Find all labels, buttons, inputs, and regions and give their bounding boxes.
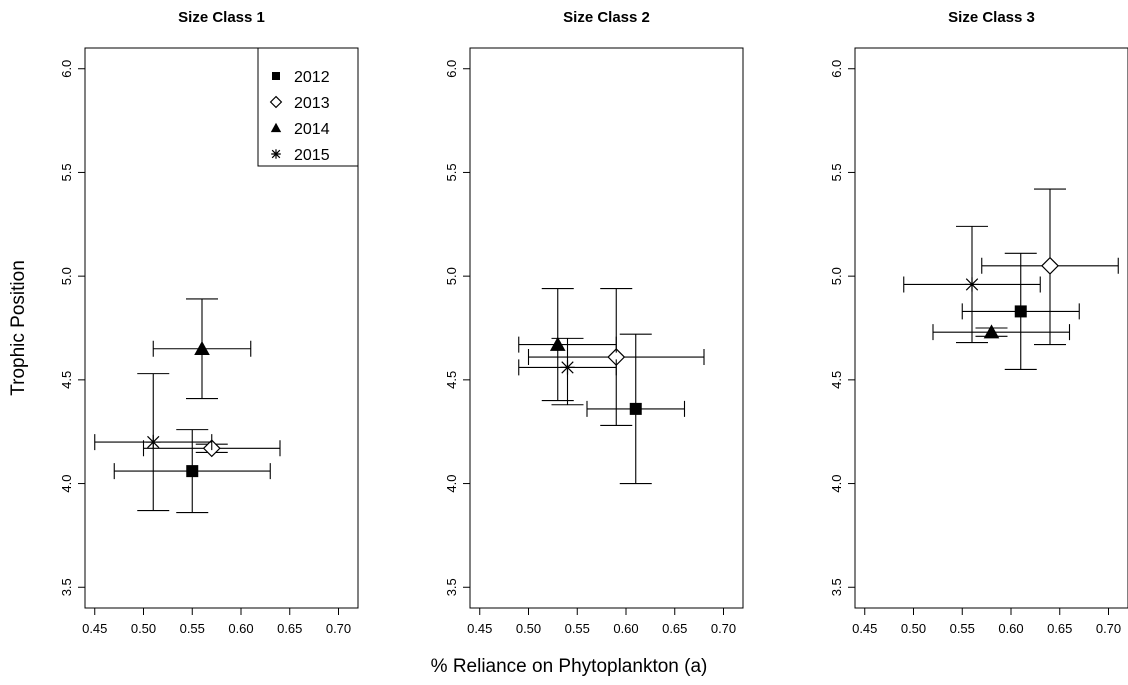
x-tick-label: 0.50 (901, 621, 926, 636)
series-2012-point (186, 465, 199, 478)
x-tick-label: 0.45 (82, 621, 107, 636)
x-tick-label: 0.65 (1047, 621, 1072, 636)
y-tick-label: 3.5 (59, 578, 74, 596)
series-2014-point (549, 336, 566, 351)
y-tick-label: 4.0 (829, 475, 844, 493)
x-tick-label: 0.55 (950, 621, 975, 636)
chart-panel-1: Size Class 1 0.45 0.50 0.55 0.60 0.65 0.70 3.5 4… (59, 9, 359, 636)
series-2015-point (560, 360, 575, 375)
legend-box (257, 47, 359, 167)
panel-title: Size Class 1 (178, 9, 265, 26)
x-tick-label: 0.50 (131, 621, 156, 636)
plot-frame (854, 47, 1128, 609)
series-2012-point (1014, 305, 1027, 318)
x-tick-label: 0.70 (326, 621, 351, 636)
legend-label-2012: 2012 (294, 69, 330, 86)
y-tick-label: 4.0 (444, 475, 459, 493)
series-2015-point (964, 277, 980, 292)
y-tick-label: 3.5 (444, 578, 459, 596)
chart-panel-2: Size Class 2 0.45 0.50 0.55 0.60 0.65 0.70 3.5 4… (444, 9, 744, 636)
y-tick-label: 5.5 (829, 163, 844, 181)
series-2012-point (629, 402, 642, 415)
x-tick-label: 0.55 (565, 621, 590, 636)
y-tick-label: 5.0 (59, 267, 74, 285)
x-tick-label: 0.70 (1096, 621, 1121, 636)
y-tick-label: 6.0 (59, 60, 74, 78)
legend-label-2014: 2014 (294, 121, 330, 138)
series-2015-point (146, 434, 161, 450)
panel-title: Size Class 3 (948, 9, 1035, 26)
x-tick-label: 0.65 (277, 621, 302, 636)
legend-marker-2012 (272, 72, 280, 80)
series-2014-x-errorbar (932, 324, 1071, 341)
series-2013-point (1041, 256, 1059, 275)
y-tick-label: 5.0 (444, 267, 459, 285)
legend-marker-2015 (271, 149, 281, 159)
y-tick-label: 5.0 (829, 267, 844, 285)
plot-frame (84, 47, 359, 609)
y-tick-label: 4.0 (59, 475, 74, 493)
x-tick-label: 0.60 (228, 621, 253, 636)
x-tick-label: 0.45 (467, 621, 492, 636)
x-tick-label: 0.60 (613, 621, 638, 636)
x-axis-title: % Reliance on Phytoplankton (a) (431, 656, 708, 677)
x-tick-label: 0.60 (998, 621, 1023, 636)
plot-frame (469, 47, 744, 609)
y-tick-label: 6.0 (829, 60, 844, 78)
x-tick-label: 0.65 (662, 621, 687, 636)
x-tick-label: 0.45 (852, 621, 877, 636)
legend-label-2015: 2015 (294, 147, 330, 164)
panels: Size Class 1 0.45 0.50 0.55 0.60 0.65 0.70 3.5 4… (59, 9, 1128, 636)
panel-title: Size Class 2 (563, 9, 650, 26)
x-tick-label: 0.55 (180, 621, 205, 636)
series-2014-point (983, 324, 1000, 339)
y-tick-label: 4.5 (829, 371, 844, 389)
chart-panel-3: Size Class 3 0.45 0.50 0.55 0.60 0.65 0.70 3.5 4… (829, 9, 1128, 636)
x-tick-label: 0.50 (516, 621, 541, 636)
y-axis-title: Trophic Position (8, 260, 29, 396)
legend-label-2013: 2013 (294, 95, 330, 112)
y-tick-label: 6.0 (444, 60, 459, 78)
legend-marker-2013 (269, 95, 283, 109)
legend: 2012 2013 2014 2015 (257, 47, 359, 167)
series-2014-point (194, 340, 210, 355)
y-tick-label: 4.5 (59, 371, 74, 389)
y-tick-label: 5.5 (59, 163, 74, 181)
y-tick-label: 5.5 (444, 163, 459, 181)
y-tick-label: 4.5 (444, 371, 459, 389)
legend-marker-2014 (270, 122, 282, 133)
x-tick-label: 0.70 (711, 621, 736, 636)
y-tick-label: 3.5 (829, 578, 844, 596)
